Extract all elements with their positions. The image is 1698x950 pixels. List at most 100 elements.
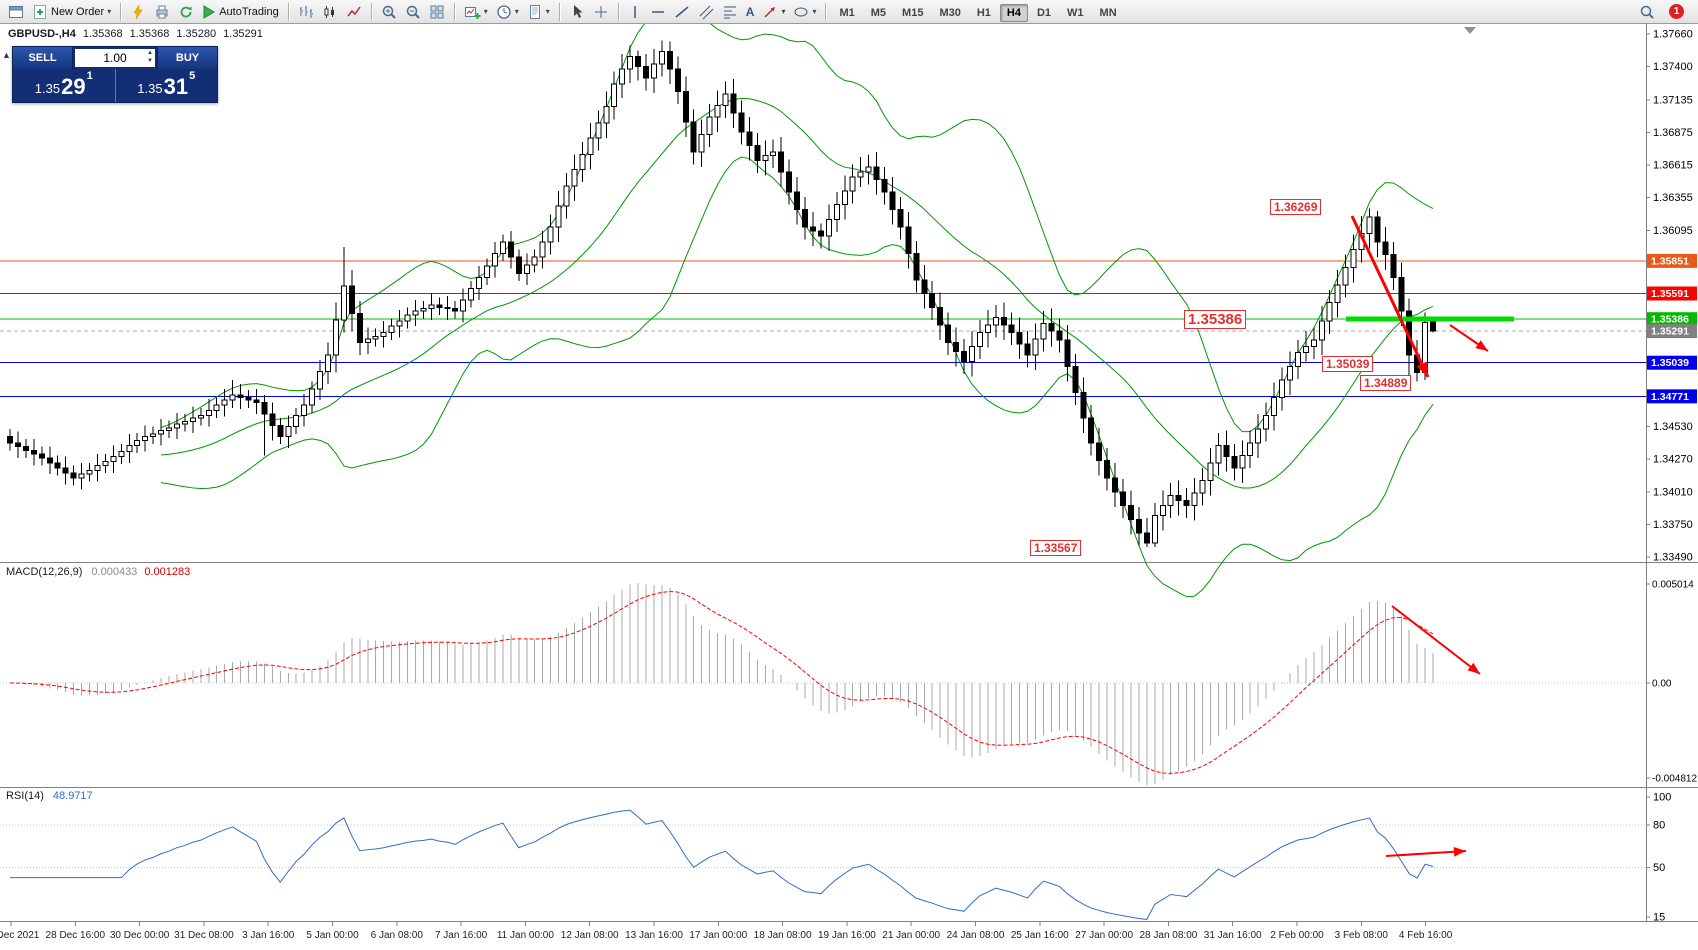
spinner-up-icon[interactable]: ▲: [147, 50, 153, 56]
candle: [1175, 495, 1182, 502]
channel-button[interactable]: [694, 1, 718, 23]
timeframe-m5[interactable]: M5: [870, 6, 887, 19]
buy-price[interactable]: 1.35 31 5: [116, 69, 218, 102]
candle: [142, 436, 149, 441]
price-tag-label: 1.35386: [1651, 314, 1689, 326]
trend-arrow[interactable]: [1385, 850, 1467, 857]
cursor-button[interactable]: [565, 1, 589, 23]
candle: [62, 467, 69, 474]
candle: [1040, 323, 1047, 340]
period-button[interactable]: ▾: [492, 1, 523, 23]
candle: [722, 93, 729, 106]
price-annotation[interactable]: 1.35386: [1184, 310, 1247, 329]
price-annotation[interactable]: 1.33567: [1030, 540, 1082, 556]
candle: [1239, 454, 1246, 469]
sell-price-pip: 1: [86, 70, 93, 82]
line-chart-button[interactable]: [342, 1, 366, 23]
time-axis-label: 31 Dec 08:00: [174, 930, 234, 941]
text-tool-button[interactable]: A: [742, 1, 759, 23]
candle: [929, 293, 936, 308]
candle: [627, 56, 634, 70]
buy-button[interactable]: BUY: [157, 47, 217, 69]
new-chart-icon: [464, 6, 481, 19]
sell-price[interactable]: 1.35 29 1: [13, 69, 116, 102]
candle: [102, 461, 109, 466]
candlestick-chart-button[interactable]: [318, 1, 342, 23]
candle: [46, 457, 53, 464]
price-annotation[interactable]: 1.35039: [1322, 356, 1374, 372]
timeframe-m30[interactable]: M30: [939, 6, 961, 19]
candle: [897, 209, 904, 228]
print-button[interactable]: [150, 1, 174, 23]
fibonacci-button[interactable]: [718, 1, 742, 23]
time-axis-label: 24 Jan 08:00: [947, 930, 1005, 941]
price-tag: [1647, 355, 1697, 370]
timeframe-d1[interactable]: D1: [1036, 6, 1052, 19]
price-annotation[interactable]: 1.36269: [1270, 199, 1322, 215]
timeframe-mn[interactable]: MN: [1099, 6, 1117, 19]
price-tag: [1647, 253, 1697, 268]
chart-shift-marker[interactable]: [1464, 27, 1476, 34]
search-button[interactable]: [1635, 1, 1659, 23]
shapes-button[interactable]: ▾: [789, 1, 820, 23]
candle: [1064, 339, 1071, 367]
timeframe-w1[interactable]: W1: [1067, 6, 1084, 19]
time-axis-label: 4 Feb 16:00: [1399, 930, 1453, 941]
price-tag: [1647, 389, 1697, 404]
candle: [110, 456, 117, 463]
arrow-tool-button[interactable]: ▾: [758, 1, 789, 23]
time-axis-label: 18 Jan 08:00: [754, 930, 812, 941]
trend-arrow[interactable]: [1391, 605, 1481, 675]
macd-name: MACD(12,26,9): [6, 566, 83, 578]
candle: [245, 397, 252, 401]
crosshair-button[interactable]: [589, 1, 613, 23]
refresh-button[interactable]: [174, 1, 198, 23]
candle: [690, 121, 697, 153]
candle: [1191, 492, 1198, 507]
buy-price-pip: 5: [189, 70, 196, 82]
candle: [499, 241, 506, 254]
new-chart-button[interactable]: ▾: [460, 1, 492, 23]
zoom-out-button[interactable]: [401, 1, 425, 23]
candle: [14, 442, 21, 448]
sell-button[interactable]: SELL: [13, 47, 73, 69]
spinner-down-icon[interactable]: ▼: [147, 58, 153, 64]
one-click-collapse-arrow[interactable]: ▲: [2, 50, 11, 60]
volume-spinner[interactable]: ▲ ▼: [147, 49, 153, 65]
template-button[interactable]: ▾: [523, 1, 554, 23]
candle: [269, 413, 276, 426]
trendline-button[interactable]: [670, 1, 694, 23]
candle: [1215, 444, 1222, 464]
candle: [1374, 216, 1381, 243]
notification-badge[interactable]: 1: [1669, 4, 1684, 19]
expert-advisors-button[interactable]: [126, 1, 150, 23]
timeframe-m15[interactable]: M15: [902, 6, 924, 19]
time-axis-label: 27 Dec 2021: [0, 930, 40, 941]
rsi-value: 48.9717: [52, 790, 93, 802]
timeframe-m1[interactable]: M1: [839, 6, 855, 19]
volume-input[interactable]: 1.00 ▲ ▼: [75, 49, 155, 67]
tile-windows-button[interactable]: [425, 1, 449, 23]
candlestick-icon: [324, 5, 334, 18]
bar-chart-button[interactable]: [294, 1, 318, 23]
horizontal-line-button[interactable]: [646, 1, 670, 23]
candle: [428, 304, 435, 310]
lightning-icon: [133, 3, 143, 19]
trend-arrow[interactable]: [1350, 215, 1430, 378]
candle: [666, 51, 673, 70]
ohlc-bars-icon: [299, 5, 313, 18]
new-order-button[interactable]: New Order ▾: [28, 1, 115, 23]
autotrading-button[interactable]: AutoTrading: [198, 1, 283, 23]
candle: [984, 324, 991, 333]
vertical-line-button[interactable]: [624, 1, 646, 23]
candle: [913, 252, 920, 281]
price-axis-label: 1.37660: [1653, 29, 1693, 41]
price-annotation[interactable]: 1.34889: [1360, 375, 1412, 391]
candle: [213, 404, 220, 411]
timeframe-h4[interactable]: H4: [999, 3, 1028, 22]
timeframe-h1[interactable]: H1: [976, 6, 991, 19]
zoom-in-button[interactable]: [377, 1, 401, 23]
chevron-down-icon: ▾: [812, 6, 817, 16]
candle: [468, 288, 475, 301]
